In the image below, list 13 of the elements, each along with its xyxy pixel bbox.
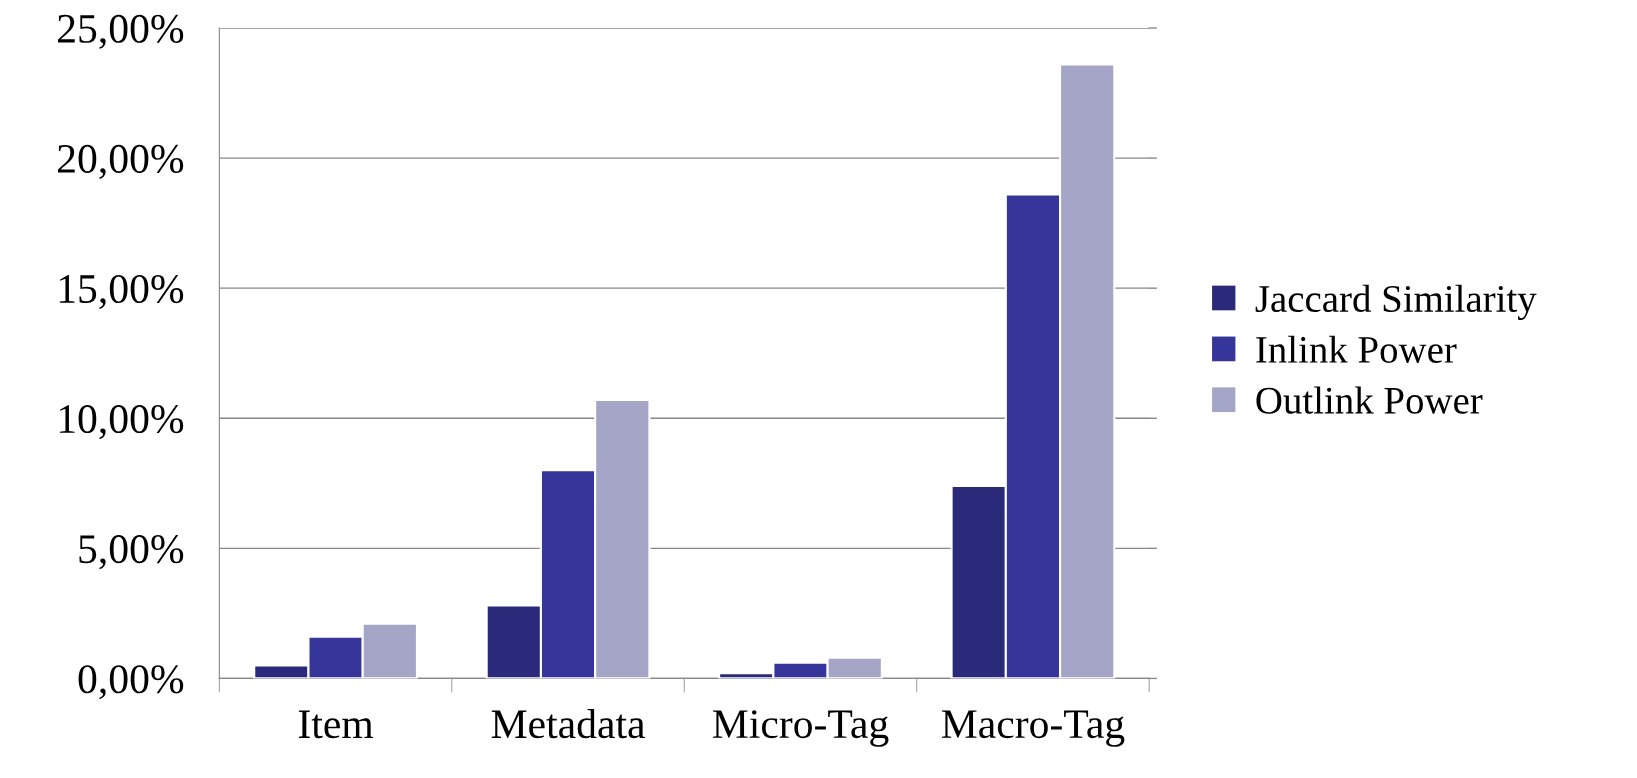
legend-label: Inlink Power xyxy=(1256,335,1457,363)
y-tick-label: 15,00% xyxy=(59,274,184,310)
y-tick-label: 10,00% xyxy=(59,405,184,440)
x-tick-label: Metadata xyxy=(491,708,645,739)
legend-label: Outlink Power xyxy=(1256,386,1483,414)
legend-label: Jaccard Similarity xyxy=(1255,284,1537,321)
y-tick-label: 0,00% xyxy=(78,665,184,700)
x-tick-label: Micro-Tag xyxy=(712,710,889,747)
y-tick-label: 20,00% xyxy=(58,144,184,179)
y-tick-label: 25,00% xyxy=(58,14,184,49)
y-tick-label: 5,00% xyxy=(79,535,184,570)
x-tick-label: Macro-Tag xyxy=(941,710,1125,747)
x-tick-label: Item xyxy=(298,710,374,739)
